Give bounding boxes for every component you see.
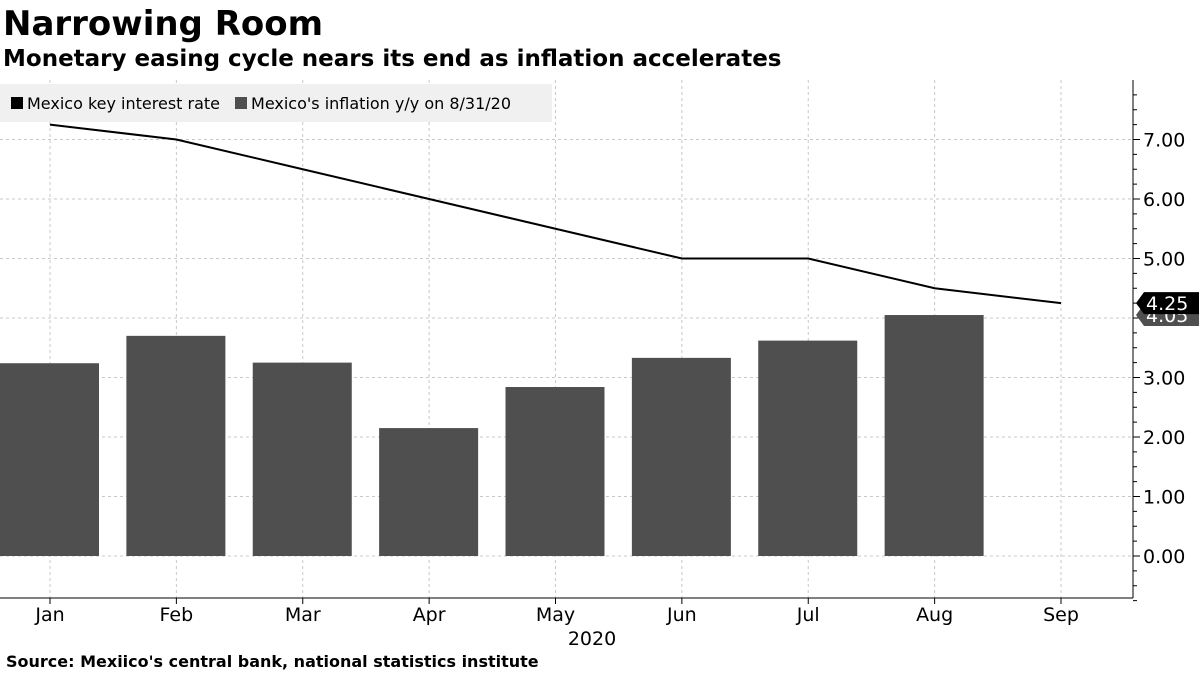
x-tick-label: Jun bbox=[666, 604, 697, 626]
y-tick-label: 0.00 bbox=[1143, 546, 1185, 568]
legend-item-interest-rate: Mexico key interest rate bbox=[11, 94, 220, 113]
legend-label-interest-rate: Mexico key interest rate bbox=[27, 93, 221, 113]
x-tick-label: Jul bbox=[796, 604, 820, 626]
legend-swatch-interest-rate bbox=[11, 97, 23, 109]
interest-rate-value-tag-shape bbox=[1136, 292, 1199, 315]
x-tick-label: May bbox=[536, 604, 575, 626]
x-year-label: 2020 bbox=[568, 628, 616, 650]
y-tick-label: 6.00 bbox=[1143, 189, 1185, 211]
source-note: Source: Mexiico's central bank, national… bbox=[6, 652, 539, 671]
y-tick-label: 3.00 bbox=[1143, 368, 1185, 390]
inflation-bar bbox=[884, 315, 984, 556]
axes bbox=[0, 80, 1140, 604]
x-tick-label: Sep bbox=[1043, 604, 1079, 626]
legend: Mexico key interest rate Mexico's inflat… bbox=[0, 84, 552, 122]
y-tick-label: 2.00 bbox=[1143, 427, 1185, 449]
x-tick-label: Feb bbox=[160, 604, 194, 626]
inflation-bar bbox=[0, 363, 99, 556]
inflation-bar bbox=[631, 357, 731, 556]
inflation-bar bbox=[126, 335, 226, 556]
y-tick-label: 1.00 bbox=[1143, 487, 1185, 509]
interest-rate-line bbox=[49, 123, 1062, 305]
chart-title: Narrowing Room bbox=[3, 4, 324, 44]
y-tick-label: 7.00 bbox=[1143, 130, 1185, 152]
legend-swatch-inflation bbox=[235, 97, 248, 109]
gridlines bbox=[0, 80, 1133, 598]
chart-subtitle: Monetary easing cycle nears its end as i… bbox=[3, 46, 782, 72]
legend-label-inflation: Mexico's inflation y/y on 8/31/20 bbox=[251, 93, 512, 113]
inflation-bar bbox=[379, 428, 479, 556]
x-tick-label: Apr bbox=[413, 604, 446, 626]
inflation-bar bbox=[252, 362, 352, 556]
legend-item-inflation: Mexico's inflation y/y on 8/31/20 bbox=[235, 94, 511, 113]
y-tick-label: 5.00 bbox=[1143, 249, 1185, 271]
x-tick-label: Mar bbox=[285, 604, 321, 626]
line-series bbox=[49, 123, 1062, 305]
inflation-bar bbox=[758, 340, 858, 556]
inflation-bar bbox=[505, 387, 605, 556]
x-tick-label: Aug bbox=[916, 604, 953, 626]
interest-rate-value-tag-text: 4.25 bbox=[1146, 293, 1188, 315]
interest-rate-value-tag: 4.25 bbox=[1136, 292, 1199, 315]
bar-series bbox=[0, 315, 984, 556]
value-tags: 4.054.25 bbox=[1136, 292, 1199, 327]
x-tick-label: Jan bbox=[34, 604, 64, 626]
